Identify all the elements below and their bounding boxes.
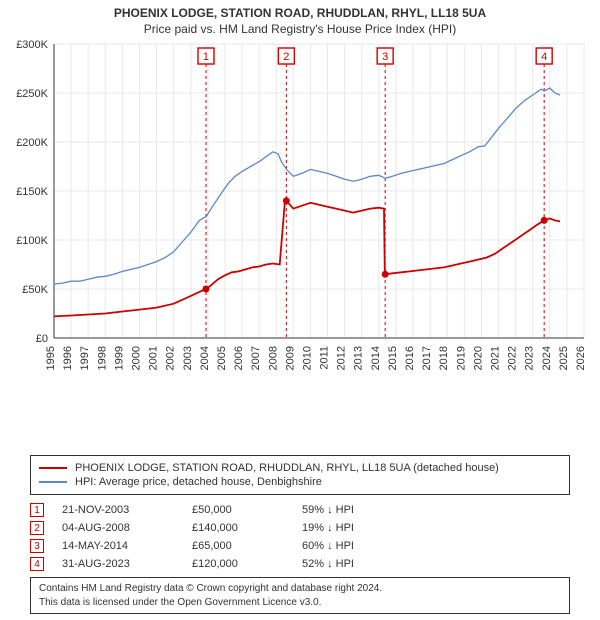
legend-label: PHOENIX LODGE, STATION ROAD, RHUDDLAN, R… — [75, 462, 499, 474]
y-tick-label: £250K — [16, 88, 48, 100]
x-tick-label: 1997 — [79, 346, 91, 370]
legend-item: HPI: Average price, detached house, Denb… — [39, 476, 561, 488]
x-tick-label: 2025 — [558, 346, 570, 370]
hpi-line — [54, 88, 560, 284]
x-tick-label: 2024 — [541, 346, 553, 370]
sales-price: £120,000 — [192, 558, 302, 570]
sales-date: 04-AUG-2008 — [62, 522, 192, 534]
x-tick-label: 2008 — [267, 346, 279, 370]
sales-date: 14-MAY-2014 — [62, 540, 192, 552]
x-tick-label: 2003 — [182, 346, 194, 370]
sales-marker: 2 — [30, 521, 44, 535]
legend-swatch — [39, 467, 67, 469]
sale-dot — [382, 271, 389, 278]
x-tick-label: 2001 — [148, 346, 160, 370]
legend-item: PHOENIX LODGE, STATION ROAD, RHUDDLAN, R… — [39, 462, 561, 474]
y-tick-label: £200K — [16, 137, 48, 149]
x-tick-label: 2021 — [490, 346, 502, 370]
x-tick-label: 2026 — [575, 346, 587, 370]
legend: PHOENIX LODGE, STATION ROAD, RHUDDLAN, R… — [30, 455, 570, 495]
sales-date: 21-NOV-2003 — [62, 504, 192, 516]
sale-marker: 2 — [283, 51, 289, 63]
y-tick-label: £0 — [36, 333, 48, 345]
legend-label: HPI: Average price, detached house, Denb… — [75, 476, 322, 488]
x-tick-label: 1995 — [45, 346, 57, 370]
chart-titles: PHOENIX LODGE, STATION ROAD, RHUDDLAN, R… — [0, 0, 600, 38]
x-tick-label: 2023 — [524, 346, 536, 370]
attribution-line1: Contains HM Land Registry data © Crown c… — [39, 582, 561, 596]
x-tick-label: 2018 — [438, 346, 450, 370]
title-line2: Price paid vs. HM Land Registry's House … — [8, 22, 592, 36]
sale-marker: 3 — [382, 51, 388, 63]
chart-svg: £0 £50K £100K £150K £200K £250K £300K 1995 1996 1… — [0, 38, 600, 390]
sales-price: £65,000 — [192, 540, 302, 552]
x-tick-label: 2016 — [404, 346, 416, 370]
x-tick-label: 2004 — [199, 346, 211, 370]
sales-diff: 52% ↓ HPI — [302, 558, 570, 570]
sales-date: 31-AUG-2023 — [62, 558, 192, 570]
attribution-line2: This data is licensed under the Open Gov… — [39, 596, 561, 610]
x-tick-label: 2009 — [284, 346, 296, 370]
sales-row: 3 14-MAY-2014£65,00060% ↓ HPI — [30, 537, 570, 555]
sale-marker: 4 — [541, 51, 547, 63]
sale-dot — [283, 197, 290, 204]
sales-price: £140,000 — [192, 522, 302, 534]
sales-row: 1 21-NOV-2003£50,00059% ↓ HPI — [30, 501, 570, 519]
sales-price: £50,000 — [192, 504, 302, 516]
property-line — [54, 289, 206, 316]
x-tick-label: 2014 — [370, 346, 382, 370]
x-tick-label: 2005 — [216, 346, 228, 370]
sales-marker: 4 — [30, 557, 44, 571]
sale-dot — [541, 217, 548, 224]
x-tick-label: 2022 — [507, 346, 519, 370]
x-tick-label: 2015 — [387, 346, 399, 370]
property-line — [286, 201, 385, 274]
sales-marker: 1 — [30, 503, 44, 517]
y-tick-label: £100K — [16, 235, 48, 247]
x-tick-label: 1999 — [113, 346, 125, 370]
sale-dot — [202, 286, 209, 293]
sales-marker: 3 — [30, 539, 44, 553]
x-tick-label: 1996 — [62, 346, 74, 370]
y-tick-label: £300K — [16, 39, 48, 51]
sales-row: 4 31-AUG-2023£120,00052% ↓ HPI — [30, 555, 570, 573]
sales-row: 2 04-AUG-2008£140,00019% ↓ HPI — [30, 519, 570, 537]
y-tick-label: £50K — [22, 284, 48, 296]
x-tick-label: 2019 — [455, 346, 467, 370]
attribution: Contains HM Land Registry data © Crown c… — [30, 577, 570, 614]
x-tick-label: 2011 — [319, 346, 331, 370]
x-tick-label: 2017 — [421, 346, 433, 370]
sales-diff: 19% ↓ HPI — [302, 522, 570, 534]
x-tick-label: 2020 — [472, 346, 484, 370]
x-tick-label: 2010 — [301, 346, 313, 370]
x-tick-label: 1998 — [96, 346, 108, 370]
x-tick-label: 2012 — [336, 346, 348, 370]
legend-swatch — [39, 481, 67, 483]
sales-table: 1 21-NOV-2003£50,00059% ↓ HPI 2 04-AUG-2008… — [30, 501, 570, 573]
x-tick-label: 2002 — [165, 346, 177, 370]
x-tick-label: 2013 — [353, 346, 365, 370]
sales-diff: 59% ↓ HPI — [302, 504, 570, 516]
title-line1: PHOENIX LODGE, STATION ROAD, RHUDDLAN, R… — [8, 6, 592, 20]
property-line — [206, 201, 286, 289]
chart-area: £0 £50K £100K £150K £200K £250K £300K 1995 1996 1… — [0, 38, 600, 451]
sales-diff: 60% ↓ HPI — [302, 540, 570, 552]
sale-marker: 1 — [203, 51, 209, 63]
x-tick-label: 2006 — [233, 346, 245, 370]
y-tick-label: £150K — [16, 186, 48, 198]
x-tick-label: 2007 — [250, 346, 262, 370]
x-tick-label: 2000 — [130, 346, 142, 370]
